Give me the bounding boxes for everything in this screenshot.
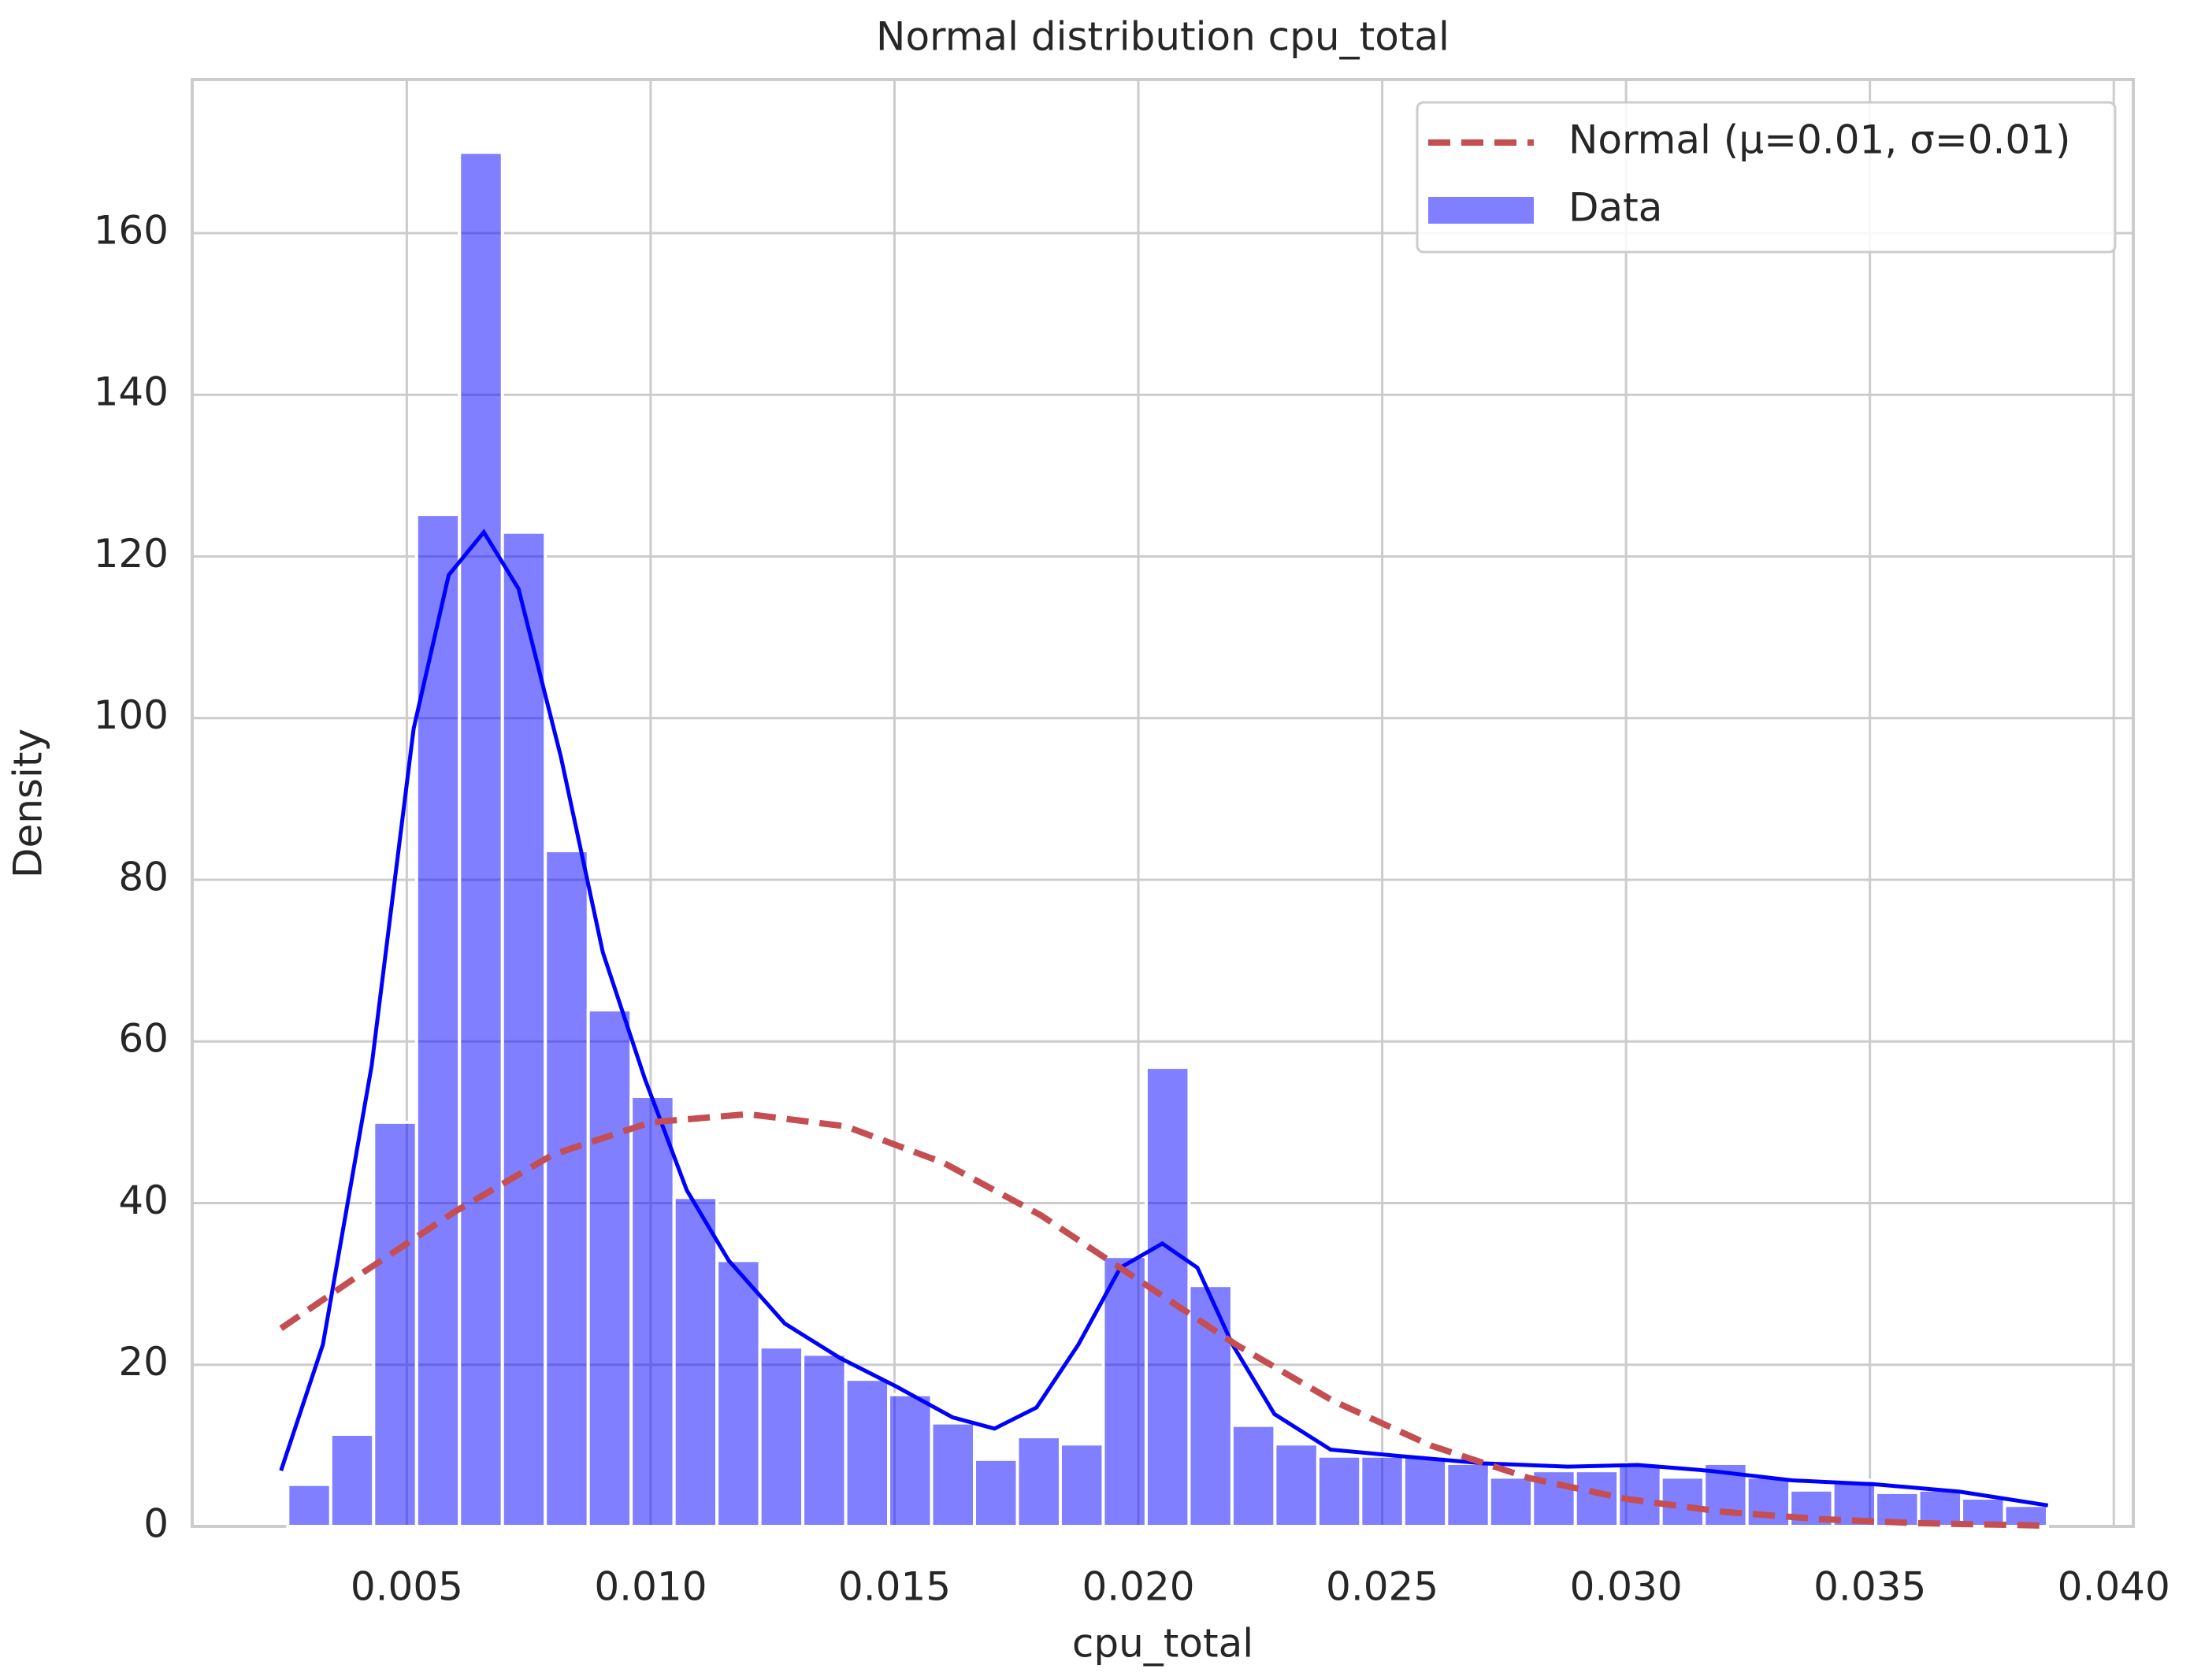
bar	[1487, 1475, 1535, 1528]
chart-title: Normal distribution cpu_total	[876, 14, 1449, 60]
y-tick-label: 160	[94, 207, 169, 253]
kde-line	[279, 528, 2049, 1508]
x-tick-label: 0.025	[1326, 1564, 1438, 1610]
bar	[414, 513, 462, 1529]
x-tick-label: 0.005	[351, 1564, 463, 1610]
bar	[1015, 1435, 1062, 1528]
bar	[1359, 1454, 1405, 1529]
bar	[758, 1345, 805, 1528]
x-tick-label: 0.035	[1813, 1564, 1926, 1610]
legend-box	[1416, 101, 2117, 254]
legend-label: Normal (μ=0.01, σ=0.01)	[1568, 117, 2071, 163]
x-tick-label: 0.030	[1570, 1564, 1683, 1610]
bar	[286, 1482, 332, 1529]
bar	[715, 1259, 762, 1528]
bar	[844, 1378, 891, 1528]
y-tick-label: 60	[118, 1016, 169, 1062]
x-tick-label: 0.015	[838, 1564, 951, 1610]
bar	[1101, 1255, 1148, 1529]
legend-swatch	[1428, 197, 1534, 224]
bar	[1745, 1475, 1792, 1528]
y-tick-label: 40	[118, 1177, 169, 1223]
bar	[458, 150, 504, 1528]
y-tick-label: 20	[118, 1339, 169, 1385]
bar	[586, 1008, 633, 1528]
bar	[328, 1433, 376, 1529]
bar	[1187, 1284, 1234, 1528]
bar	[1230, 1423, 1277, 1529]
bar	[1445, 1461, 1491, 1528]
y-tick-label: 140	[94, 369, 169, 415]
bar	[930, 1421, 977, 1529]
legend-label: Data	[1568, 185, 1662, 231]
bar	[1573, 1469, 1620, 1528]
bar	[1273, 1442, 1320, 1528]
bar	[372, 1120, 418, 1528]
bar	[500, 530, 548, 1529]
y-axis-label: Density	[6, 729, 51, 878]
bar	[887, 1393, 934, 1528]
normal-line	[279, 1111, 2046, 1529]
bar	[1144, 1066, 1191, 1528]
bar	[629, 1095, 676, 1528]
x-tick-label: 0.020	[1082, 1564, 1194, 1610]
bar	[1058, 1442, 1105, 1528]
bar	[1316, 1454, 1363, 1529]
y-tick-label: 80	[118, 854, 169, 899]
bar	[544, 849, 590, 1529]
y-tick-label: 100	[94, 692, 169, 738]
x-axis-label: cpu_total	[1072, 1621, 1253, 1667]
bar	[973, 1457, 1019, 1529]
bar	[801, 1352, 848, 1528]
x-tick-label: 0.040	[2058, 1564, 2170, 1610]
y-tick-label: 0	[143, 1501, 169, 1547]
bar	[1617, 1461, 1663, 1528]
x-tick-label: 0.010	[594, 1564, 707, 1610]
bar	[672, 1196, 719, 1528]
y-tick-label: 120	[94, 531, 169, 577]
bar	[1401, 1454, 1449, 1529]
